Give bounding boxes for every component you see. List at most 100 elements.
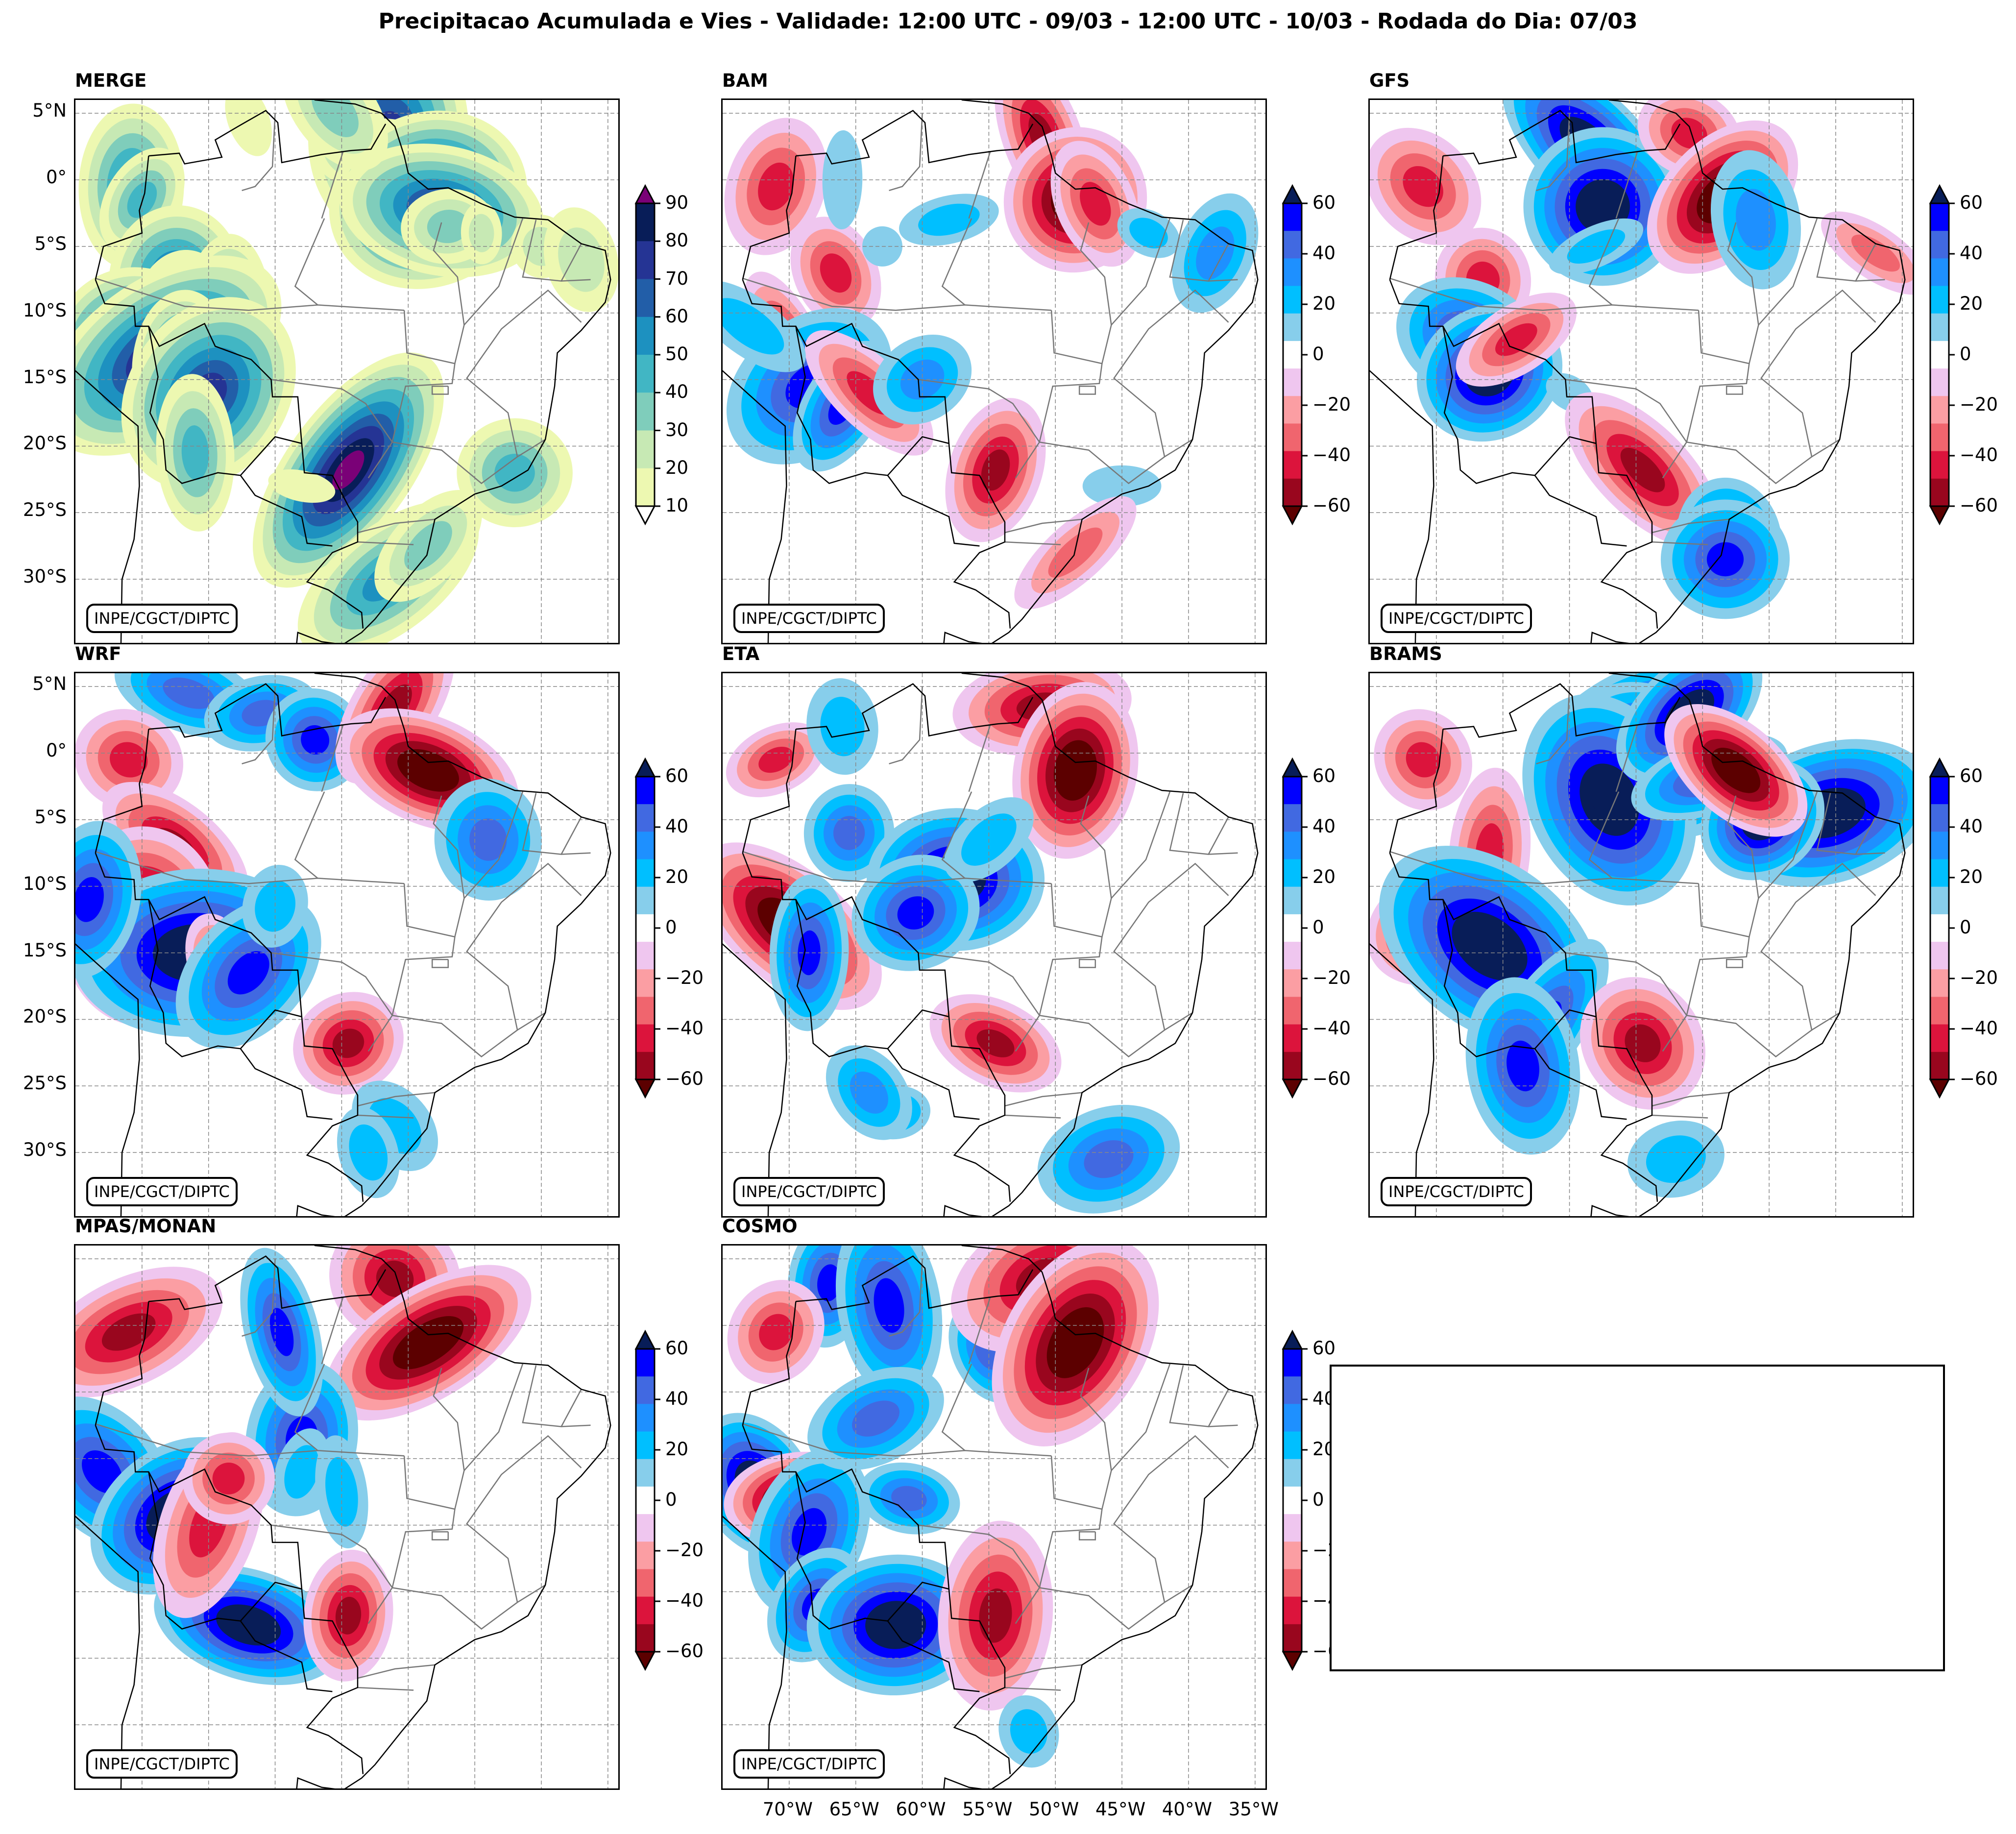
field-contour [1495,323,1537,356]
field-layer [723,673,1180,1214]
state-border [1004,1092,1082,1107]
colorbar-tick-label: 80 [665,230,689,251]
colorbar-segment [1283,1569,1302,1597]
country-border [742,853,1011,1202]
state-border [1536,113,1570,191]
state-border [242,1259,276,1337]
field-layer [1370,100,1913,619]
field-contour [1466,925,1513,968]
colorbar-segment [636,1514,655,1542]
panel-title: BRAMS [1369,643,1442,664]
colorbar-segment [1930,313,1949,342]
colorbar-segment [1283,396,1302,424]
panel-title: BAM [722,70,768,91]
state-border [1078,958,1096,968]
state-border [1208,1424,1238,1427]
colorbar-tick-label: 0 [665,1489,677,1510]
field-contour [1625,1024,1661,1062]
country-border [148,683,387,738]
state-border [1039,936,1193,1058]
colorbar-segment [636,1624,655,1652]
colorbar-scale [1282,184,1308,526]
colorbar-tick-label: 60 [1312,765,1336,786]
state-border [889,686,923,764]
state-border [968,151,991,219]
state-border [357,1114,414,1119]
colorbar-tick-label: 60 [665,765,689,786]
colorbar-segment [636,355,655,393]
field-contour [1721,756,1751,784]
state-border [271,379,393,479]
empty-axes-box [1330,1365,1945,1671]
field-contour [874,1278,904,1333]
colorbar-segment [1930,804,1949,832]
colorbar-segment [636,777,655,805]
colorbar-segment [636,1486,655,1515]
y-tick-label: 0° [46,167,67,188]
colorbar-tick-label: −20 [665,967,704,988]
field-contour [1062,752,1089,789]
colorbar-segment [1930,969,1949,997]
x-tick-label: 60°W [896,1799,946,1820]
field-contour [918,203,980,236]
colorbar-segment [636,468,655,507]
colorbar-tick-label: 60 [1960,765,1983,786]
state-border [1113,289,1229,457]
colorbar-segment [1930,231,1949,259]
map-canvas [75,1246,618,1788]
state-border [1760,289,1876,457]
state-border [1652,1092,1729,1107]
colorbar-extend-min [634,1078,656,1099]
colorbar-extend-max [634,757,656,778]
state-border [294,791,325,879]
field-contour [1671,118,1707,149]
colorbar-segment [636,1596,655,1625]
state-border [918,379,1041,479]
colorbar-extend-max [1282,1329,1303,1350]
colorbar-scale [1282,1329,1308,1671]
field-contour [758,746,794,773]
field-layer [75,100,618,643]
state-border [1686,363,1840,485]
colorbar-segment [636,1541,655,1569]
state-border [294,1364,325,1451]
field-contour [1506,1040,1539,1092]
state-border [1113,1435,1229,1603]
colorbar-extend-min [634,505,656,526]
colorbar-segment [636,1024,655,1052]
country-border [1534,475,1627,547]
y-tick-label: 25°S [23,1073,67,1094]
state-border [391,936,546,1058]
colorbar-segment [1930,886,1949,915]
field-contour [1851,234,1900,272]
field-contour [1646,1135,1706,1183]
colorbar-segment [1283,451,1302,479]
colorbar-extend-max [1929,184,1950,204]
country-border [148,1471,302,1630]
state-border [1078,385,1096,395]
field-contour [723,298,784,355]
country-border [148,1255,387,1310]
x-tick-label: 65°W [829,1799,879,1820]
panel-title: GFS [1369,70,1410,91]
credit-label: INPE/CGCT/DIPTC [1381,1177,1532,1206]
colorbar-tick-label: −60 [1960,1068,1998,1089]
coastline [723,1516,787,1788]
field-contour [332,450,364,490]
credit-label: INPE/CGCT/DIPTC [86,604,238,633]
state-border [1113,862,1229,1030]
state-border [1050,222,1112,365]
panel-title: COSMO [722,1216,798,1237]
country-border [148,110,387,165]
colorbar-tick-label: −60 [1312,495,1351,516]
coastline [296,673,611,1216]
state-border [1039,1509,1193,1630]
field-contour [225,100,272,156]
colorbar-tick-label: −40 [1312,1018,1351,1039]
colorbar-tick-label: −20 [1312,967,1351,988]
colorbar-segment [1283,1514,1302,1542]
credit-label: INPE/CGCT/DIPTC [733,604,885,633]
country-border [887,1620,980,1692]
field-contour [227,951,269,995]
field-contour [1129,218,1168,249]
